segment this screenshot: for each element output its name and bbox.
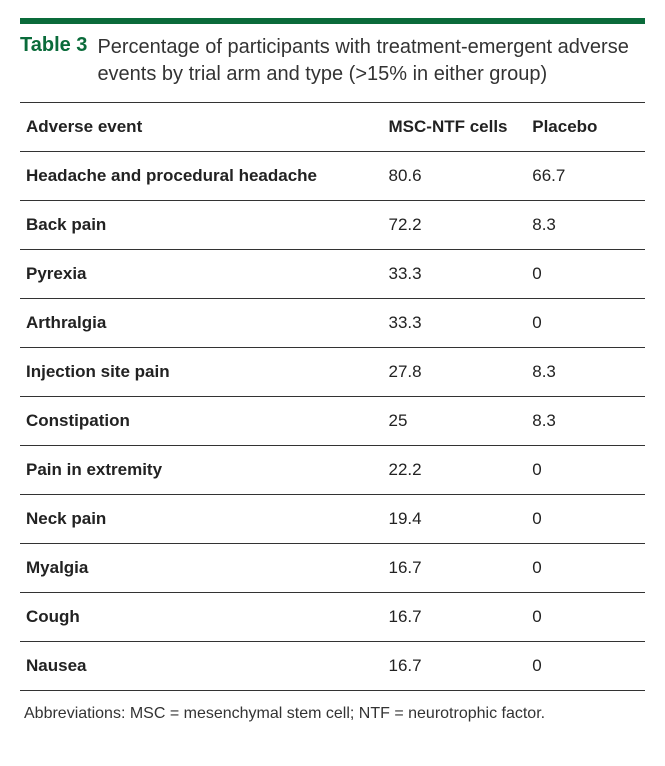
cell-placebo: 0	[526, 642, 645, 691]
table-row: Myalgia16.70	[20, 544, 645, 593]
cell-placebo: 8.3	[526, 397, 645, 446]
cell-placebo: 8.3	[526, 348, 645, 397]
col-header-placebo: Placebo	[526, 103, 645, 152]
cell-event: Headache and procedural headache	[20, 152, 383, 201]
table-number: Table 3	[20, 34, 87, 57]
cell-placebo: 0	[526, 544, 645, 593]
cell-msc: 22.2	[383, 446, 527, 495]
cell-event: Nausea	[20, 642, 383, 691]
footnote: Abbreviations: MSC = mesenchymal stem ce…	[20, 691, 645, 727]
cell-msc: 27.8	[383, 348, 527, 397]
title-block: Table 3 Percentage of participants with …	[20, 24, 645, 102]
table-row: Injection site pain27.88.3	[20, 348, 645, 397]
cell-msc: 16.7	[383, 642, 527, 691]
table-row: Nausea16.70	[20, 642, 645, 691]
cell-event: Neck pain	[20, 495, 383, 544]
cell-msc: 19.4	[383, 495, 527, 544]
table-row: Cough16.70	[20, 593, 645, 642]
table-row: Pyrexia33.30	[20, 250, 645, 299]
cell-placebo: 0	[526, 446, 645, 495]
col-header-event: Adverse event	[20, 103, 383, 152]
table-row: Back pain72.28.3	[20, 201, 645, 250]
cell-msc: 16.7	[383, 544, 527, 593]
table-row: Arthralgia33.30	[20, 299, 645, 348]
cell-event: Constipation	[20, 397, 383, 446]
cell-placebo: 0	[526, 250, 645, 299]
cell-msc: 72.2	[383, 201, 527, 250]
cell-msc: 25	[383, 397, 527, 446]
cell-event: Cough	[20, 593, 383, 642]
col-header-msc: MSC-NTF cells	[383, 103, 527, 152]
adverse-events-table: Adverse event MSC-NTF cells Placebo Head…	[20, 102, 645, 691]
cell-event: Myalgia	[20, 544, 383, 593]
cell-msc: 80.6	[383, 152, 527, 201]
table-row: Headache and procedural headache80.666.7	[20, 152, 645, 201]
cell-msc: 16.7	[383, 593, 527, 642]
cell-event: Pyrexia	[20, 250, 383, 299]
cell-placebo: 0	[526, 495, 645, 544]
cell-placebo: 0	[526, 593, 645, 642]
table-header-row: Adverse event MSC-NTF cells Placebo	[20, 103, 645, 152]
cell-msc: 33.3	[383, 299, 527, 348]
cell-event: Back pain	[20, 201, 383, 250]
cell-placebo: 8.3	[526, 201, 645, 250]
cell-msc: 33.3	[383, 250, 527, 299]
cell-event: Injection site pain	[20, 348, 383, 397]
table-caption: Percentage of participants with treatmen…	[97, 34, 645, 88]
cell-placebo: 0	[526, 299, 645, 348]
cell-event: Pain in extremity	[20, 446, 383, 495]
table-row: Pain in extremity22.20	[20, 446, 645, 495]
cell-placebo: 66.7	[526, 152, 645, 201]
cell-event: Arthralgia	[20, 299, 383, 348]
table-row: Neck pain19.40	[20, 495, 645, 544]
table-row: Constipation258.3	[20, 397, 645, 446]
